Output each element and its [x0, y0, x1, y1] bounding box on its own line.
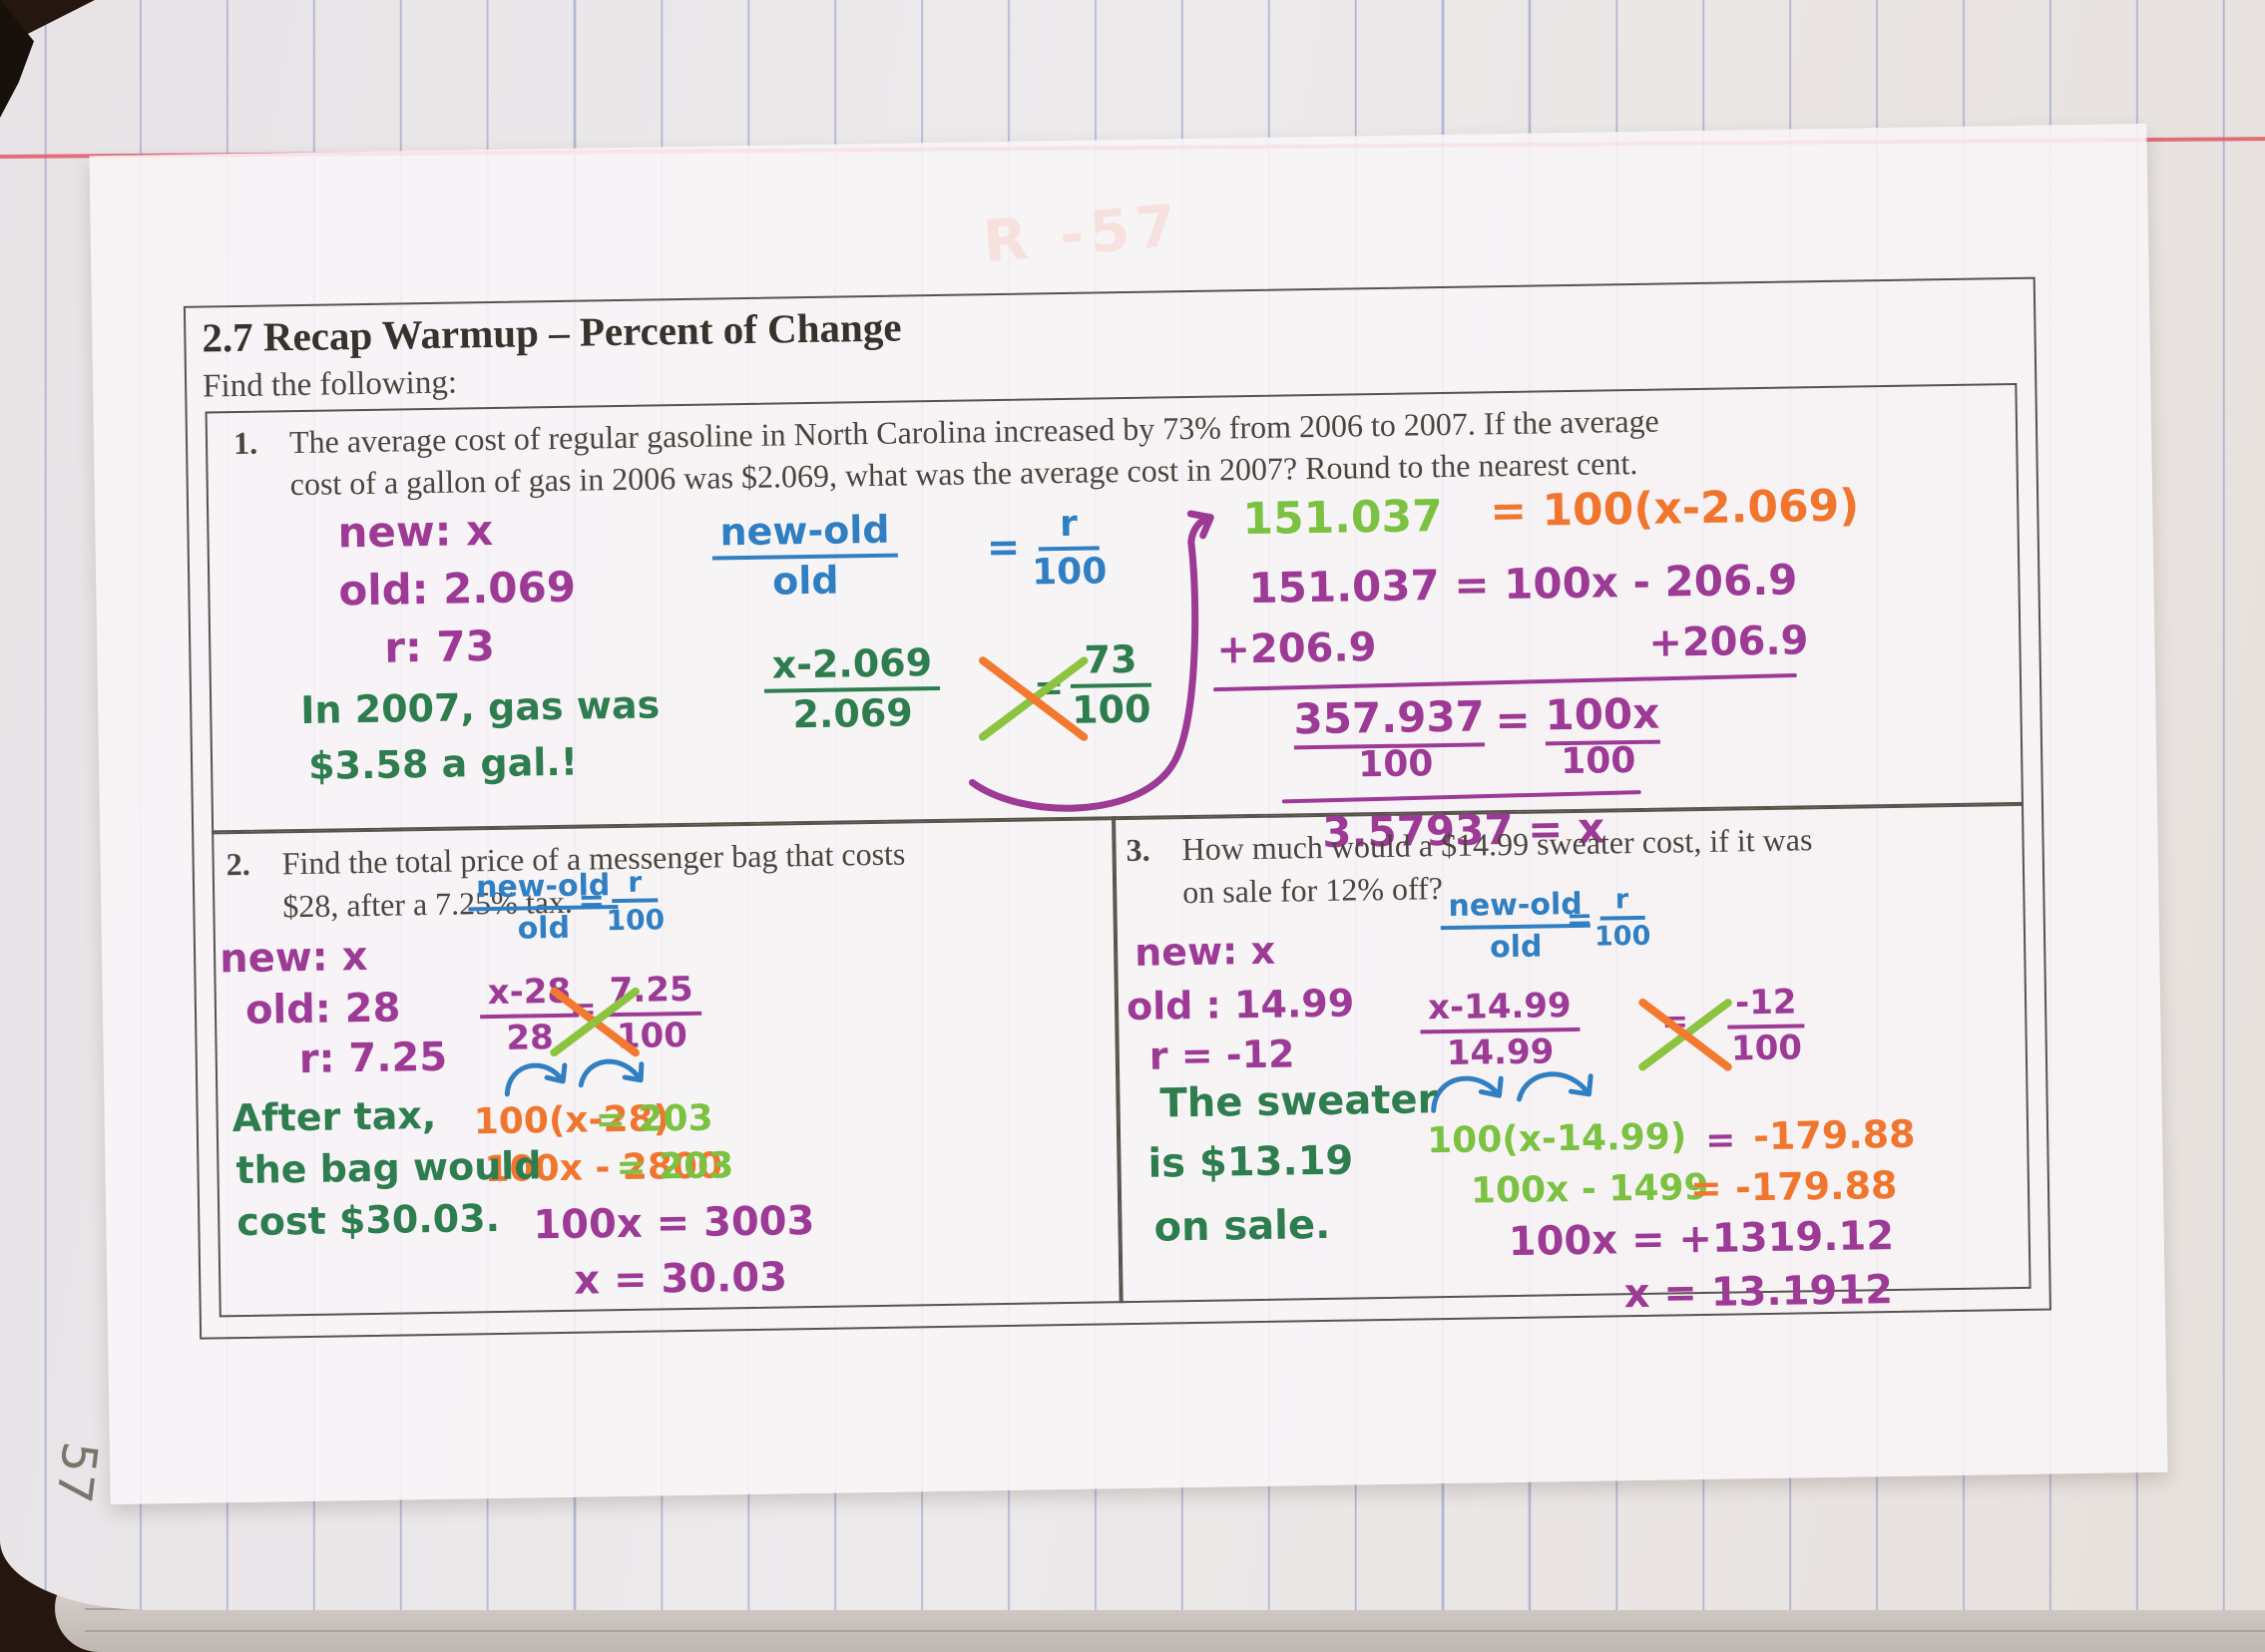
p3-step1-left: 100(x-14.99)	[1426, 1116, 1687, 1162]
p1-step3-right-num: 100x	[1545, 688, 1660, 746]
p2-cross-arrows-icon	[504, 1058, 645, 1097]
p3-new-value: new: x	[1133, 928, 1276, 975]
p3-formula-equals: =	[1566, 899, 1593, 939]
p3-step1-right: -179.88	[1752, 1111, 1916, 1159]
p2-old-value: old: 28	[244, 985, 401, 1033]
p2-rate-value: r: 7.25	[298, 1033, 448, 1083]
p1-formula-denominator: old	[771, 558, 839, 604]
worksheet-sheet: 2.7 Recap Warmup – Percent of Change Fin…	[89, 123, 2168, 1505]
p2-answer-line1: After tax,	[231, 1092, 437, 1141]
p1-proportion-left-num: x-2.069	[763, 640, 941, 693]
p1-old-value: old: 2.069	[337, 562, 577, 616]
p1-add-right: +206.9	[1648, 618, 1809, 666]
p2-step3: 100x = 3003	[533, 1197, 815, 1249]
p2-rate-numerator: r	[612, 866, 659, 904]
p1-step3-right-den: 100	[1560, 740, 1636, 783]
p2-answer-line2: the bag would	[235, 1143, 542, 1193]
p3-rate-fraction: r 100	[1593, 884, 1651, 954]
p3-proportion-left-num: x-14.99	[1419, 986, 1581, 1034]
p3-answer-line1: The sweater	[1159, 1076, 1438, 1127]
problem3-text-line2: on sale for 12% off?	[1181, 870, 1444, 911]
p1-proportion-left: x-2.069 2.069	[763, 640, 941, 737]
p1-step3-right: 100x	[1545, 688, 1660, 746]
problem3-number: 3.	[1126, 831, 1150, 869]
problem2-number: 2.	[226, 845, 250, 883]
p3-cross-arrows-icon	[1431, 1071, 1593, 1113]
p3-answer-line2: is $13.19	[1147, 1137, 1354, 1187]
page-edge-line	[85, 1630, 2265, 1632]
p2-answer-line3: cost $30.03.	[235, 1195, 501, 1245]
p2-result: x = 30.03	[573, 1254, 788, 1304]
p3-old-value: old : 14.99	[1126, 981, 1355, 1030]
p2-new-value: new: x	[219, 933, 368, 983]
p1-proportion-left-den: 2.069	[792, 690, 914, 737]
p1-step3-left-den: 100	[1357, 743, 1434, 786]
p3-step2-left: 100x - 1499	[1470, 1166, 1709, 1212]
p2-step2-right: = 203	[616, 1145, 734, 1189]
p1-step3-left-num: 357.937	[1293, 691, 1486, 750]
p1-formula-numerator: new-old	[711, 508, 898, 561]
worksheet-subtitle: Find the following:	[202, 364, 458, 405]
p1-step3-equals: =	[1495, 694, 1532, 745]
p1-step2: 151.037 = 100x - 206.9	[1248, 555, 1798, 614]
p2-rate-fraction: r 100	[606, 866, 666, 938]
p1-carry-arrow-icon	[968, 510, 1214, 812]
p1-answer-line1: In 2007, gas was	[299, 682, 661, 733]
p3-step2-right: = -179.88	[1689, 1162, 1898, 1211]
p2-formula-equals: =	[577, 881, 606, 920]
p1-step1-right: = 100(x-2.069)	[1489, 480, 1860, 538]
p3-rate-numerator: r	[1598, 884, 1645, 921]
p1-rate-value: r: 73	[383, 620, 496, 672]
p3-answer-line3: on sale.	[1153, 1201, 1331, 1251]
p1-formula-fraction: new-old old	[711, 508, 898, 604]
p1-step1-left: 151.037	[1241, 491, 1444, 546]
p1-add-left: +206.9	[1216, 624, 1377, 673]
p1-new-value: new: x	[337, 505, 494, 558]
p3-rate-value: r = -12	[1148, 1032, 1295, 1078]
p1-step3-left: 357.937	[1293, 691, 1486, 750]
p3-result: x = 13.1912	[1623, 1267, 1894, 1318]
p3-step1-equals: =	[1704, 1119, 1736, 1161]
p3-rate-denominator: 100	[1593, 921, 1651, 954]
p3-proportion-left: x-14.99 14.99	[1419, 986, 1581, 1073]
p1-answer-line2: $3.58 a gal.!	[307, 739, 579, 788]
page-number: 57	[45, 1439, 109, 1506]
p2-step1-right: = 203	[595, 1097, 713, 1141]
p3-step3: 100x = +1319.12	[1508, 1213, 1895, 1266]
p2-rate-denominator: 100	[606, 903, 666, 938]
problem1-number: 1.	[232, 424, 258, 462]
